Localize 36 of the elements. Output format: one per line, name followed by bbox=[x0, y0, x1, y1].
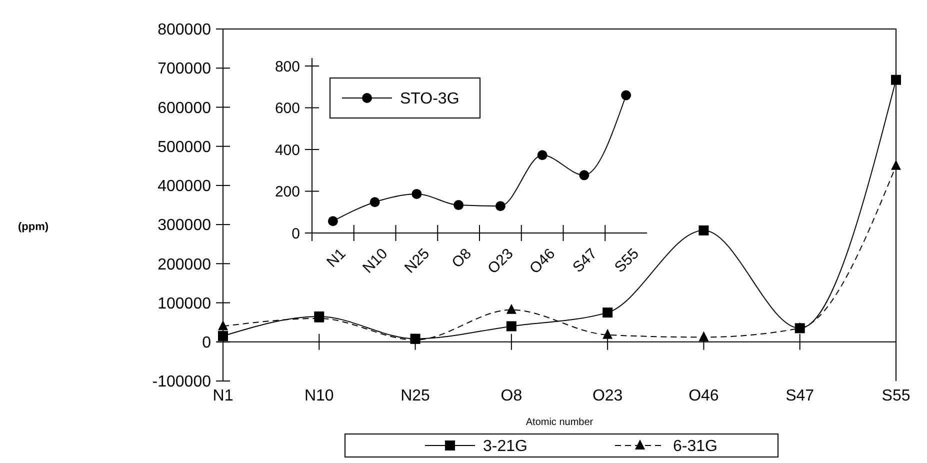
x-tick-label: S55 bbox=[882, 388, 910, 405]
x-tick-label: S47 bbox=[570, 245, 600, 276]
y-tick-label: 800000 bbox=[158, 22, 212, 39]
y-tick-label: 600 bbox=[274, 100, 300, 117]
legend-label: 6-31G bbox=[673, 438, 718, 456]
legend-label: 3-21G bbox=[483, 438, 528, 456]
y-tick-label: -100000 bbox=[152, 374, 212, 391]
x-tick-label: O23 bbox=[592, 388, 623, 405]
x-tick-label: S47 bbox=[786, 388, 814, 405]
x-tick-label: S55 bbox=[611, 245, 642, 276]
x-tick-label: N1 bbox=[324, 245, 350, 271]
y-tick-label: 400 bbox=[274, 142, 300, 159]
y-axis-title: (ppm) bbox=[18, 221, 49, 233]
y-tick-label: 300000 bbox=[158, 217, 212, 234]
y-tick-label: 800 bbox=[274, 58, 300, 76]
x-tick-label: N10 bbox=[360, 245, 392, 277]
y-tick-label: 100000 bbox=[158, 295, 212, 312]
x-tick-label: N25 bbox=[400, 388, 430, 405]
x-axis-title: Atomic number bbox=[526, 417, 594, 428]
y-tick-label: 0 bbox=[202, 334, 212, 352]
y-tick-label: 400000 bbox=[158, 178, 212, 196]
x-tick-label: O23 bbox=[484, 245, 517, 278]
x-tick-label: N25 bbox=[401, 245, 433, 277]
x-tick-label: N10 bbox=[304, 388, 334, 405]
y-tick-label: 0 bbox=[292, 225, 300, 242]
legend-label: STO-3G bbox=[400, 90, 460, 108]
y-tick-label: 200000 bbox=[158, 256, 212, 274]
x-tick-label: O46 bbox=[526, 245, 559, 278]
x-tick-label: N1 bbox=[212, 388, 234, 405]
y-tick-label: 200 bbox=[274, 184, 300, 200]
x-tick-label: O8 bbox=[500, 388, 522, 405]
y-tick-label: 600000 bbox=[158, 100, 212, 117]
y-tick-label: 700000 bbox=[158, 60, 212, 78]
x-tick-label: O46 bbox=[688, 388, 719, 405]
y-tick-label: 500000 bbox=[158, 138, 212, 156]
x-tick-label: O8 bbox=[448, 245, 475, 272]
